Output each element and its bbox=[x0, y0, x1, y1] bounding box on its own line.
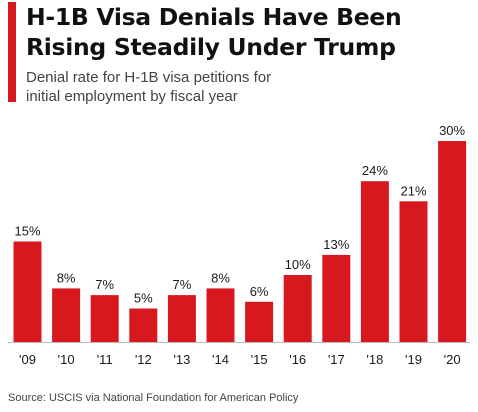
x-tick-label: '18 bbox=[366, 352, 383, 367]
bar-11 bbox=[438, 141, 467, 342]
bar-value-label: 13% bbox=[323, 237, 349, 252]
x-tick-label: '13 bbox=[173, 352, 190, 367]
bar-value-label: 8% bbox=[57, 270, 76, 285]
chart-subtitle-line-1: Denial rate for H-1B visa petitions for bbox=[26, 69, 272, 86]
bar-value-label: 30% bbox=[439, 123, 465, 138]
bar-5 bbox=[206, 288, 235, 342]
bar-3 bbox=[129, 308, 158, 342]
bar-1 bbox=[52, 288, 81, 342]
x-tick-label: '09 bbox=[19, 352, 36, 367]
x-tick-label: '14 bbox=[212, 352, 229, 367]
title-accent-bar bbox=[8, 2, 16, 102]
chart-subtitle-line-2: initial employment by fiscal year bbox=[26, 88, 238, 105]
bar-value-label: 24% bbox=[362, 163, 388, 178]
bar-8 bbox=[322, 254, 351, 342]
x-tick-label: '16 bbox=[289, 352, 306, 367]
bar-value-label: 21% bbox=[400, 183, 426, 198]
bar-value-label: 5% bbox=[134, 291, 153, 306]
bar-value-label: 10% bbox=[285, 257, 311, 272]
bar-4 bbox=[167, 295, 196, 342]
chart-title: H-1B Visa Denials Have Been Rising Stead… bbox=[26, 2, 476, 62]
bar-7 bbox=[283, 275, 312, 342]
x-tick-label: '10 bbox=[58, 352, 75, 367]
bar-value-label: 7% bbox=[95, 277, 114, 292]
source-note: Source: USCIS via National Foundation fo… bbox=[8, 392, 299, 404]
bar-2 bbox=[90, 295, 119, 342]
bar-value-label: 6% bbox=[250, 284, 269, 299]
x-tick-label: '20 bbox=[444, 352, 461, 367]
chart-subtitle: Denial rate for H-1B visa petitions for … bbox=[26, 68, 446, 106]
bar-9 bbox=[360, 181, 389, 342]
bar-0 bbox=[13, 241, 42, 342]
bar-value-label: 7% bbox=[173, 277, 192, 292]
bar-value-label: 8% bbox=[211, 270, 230, 285]
bar-6 bbox=[245, 301, 274, 342]
x-tick-label: '11 bbox=[97, 352, 113, 367]
bar-10 bbox=[399, 201, 428, 342]
bar-value-label: 15% bbox=[14, 224, 40, 239]
x-tick-label: '12 bbox=[135, 352, 152, 367]
x-tick-label: '17 bbox=[328, 352, 345, 367]
x-tick-label: '15 bbox=[251, 352, 268, 367]
chart-title-line-1: H-1B Visa Denials Have Been bbox=[26, 3, 402, 31]
x-tick-label: '19 bbox=[405, 352, 422, 367]
chart-title-line-2: Rising Steadily Under Trump bbox=[26, 33, 396, 61]
